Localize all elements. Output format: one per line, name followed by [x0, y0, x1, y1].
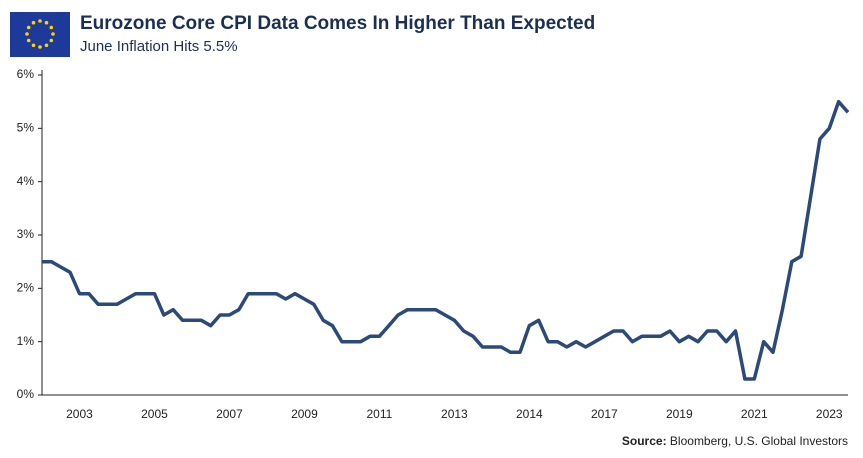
x-tick-label: 2017 — [591, 407, 618, 421]
x-tick-label: 2023 — [816, 407, 843, 421]
y-tick-label: 2% — [17, 281, 35, 295]
source: Source: Bloomberg, U.S. Global Investors — [622, 434, 848, 448]
y-tick-label: 0% — [17, 387, 35, 401]
x-tick-label: 2013 — [441, 407, 468, 421]
source-label: Source: — [622, 434, 667, 448]
source-text: Bloomberg, U.S. Global Investors — [670, 434, 848, 448]
y-tick-label: 5% — [17, 121, 35, 135]
x-tick-label: 2014 — [516, 407, 543, 421]
x-tick-label: 2019 — [666, 407, 693, 421]
x-tick-label: 2003 — [66, 407, 93, 421]
y-tick-label: 6% — [17, 67, 35, 81]
x-tick-label: 2009 — [291, 407, 318, 421]
y-tick-label: 4% — [17, 174, 35, 188]
chart-title: Eurozone Core CPI Data Comes In Higher T… — [80, 13, 595, 34]
x-tick-label: 2011 — [366, 407, 392, 421]
y-tick-label: 3% — [17, 227, 35, 241]
data-line — [42, 99, 850, 381]
x-tick-label: 2007 — [216, 407, 243, 421]
chart-subtitle: June Inflation Hits 5.5% — [80, 38, 238, 55]
x-tick-label: 2005 — [141, 407, 168, 421]
y-tick-label: 1% — [17, 334, 35, 348]
eu-flag — [10, 12, 70, 57]
x-tick-label: 2021 — [741, 407, 768, 421]
